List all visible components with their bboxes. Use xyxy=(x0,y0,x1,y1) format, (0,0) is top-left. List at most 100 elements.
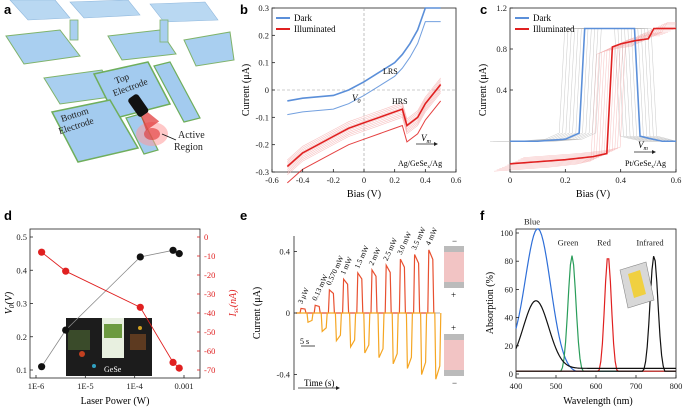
illuminated-trace xyxy=(287,92,441,175)
svg-text:+: + xyxy=(451,290,456,300)
v0-point xyxy=(169,246,177,254)
xtick-b: -0.4 xyxy=(296,175,310,185)
series-return-dark xyxy=(287,21,441,116)
series-label-blue: Blue xyxy=(524,216,540,226)
illuminated-trace xyxy=(287,87,441,171)
ytick-f: 100 xyxy=(500,228,513,238)
device-3d-icon xyxy=(619,261,655,309)
svg-text:−: − xyxy=(452,378,457,388)
hrs-label: HRS xyxy=(392,97,408,106)
ytick-f: 20 xyxy=(505,341,514,351)
illuminated-trace xyxy=(287,90,441,174)
inset-gese-label: GeSe xyxy=(104,365,122,374)
v0-point xyxy=(136,253,144,261)
illuminated-trace xyxy=(287,81,441,164)
xtick-b: -0.2 xyxy=(327,175,340,185)
series-line-dark xyxy=(287,7,441,102)
ytick-f: 60 xyxy=(505,284,514,294)
xtick-d: 1E-5 xyxy=(77,381,94,391)
device-schematic xyxy=(5,0,235,163)
xtick-d: 1E-6 xyxy=(28,381,45,391)
xtick-d: 1E-4 xyxy=(126,381,143,391)
ytick-d-right: -40 xyxy=(204,308,215,318)
ylabel-c: Current (μA) xyxy=(478,64,489,116)
ytick-d-right: -30 xyxy=(204,289,215,299)
panel-b: b -0.6 -0.4 -0.2 0 0.2 0.4 0.6 -0.3 -0.2 -0.1 0 0.1… xyxy=(240,2,461,200)
series-line-dark xyxy=(510,27,676,143)
ytick-c: 0.8 xyxy=(496,44,507,54)
ytick-c: 0.4 xyxy=(496,85,507,95)
xtick-f: 800 xyxy=(670,381,683,391)
lrs-label: LRS xyxy=(383,67,398,76)
ytick-d-left: 0.1 xyxy=(16,365,27,375)
power-label: 4 mW xyxy=(423,225,439,246)
legend-dark-b: Dark xyxy=(294,13,312,23)
ytick-d-left: 0.2 xyxy=(16,332,27,342)
isc-point xyxy=(136,303,144,311)
ylabel-d-right: Isc(nA) xyxy=(228,289,240,318)
xtick-c: 0.4 xyxy=(615,175,626,185)
xtick-b: -0.6 xyxy=(265,175,278,185)
xlabel-d: Laser Power (W) xyxy=(81,396,150,407)
isc-point xyxy=(169,358,177,366)
ytick-b: 0.3 xyxy=(258,3,269,13)
ytick-e: -0.4 xyxy=(277,370,291,380)
series-label-green: Green xyxy=(558,238,580,248)
panel-e-label: e xyxy=(240,208,247,223)
ylabel-d-left: V0(V) xyxy=(4,291,16,314)
ylabel-b: Current (μA) xyxy=(241,64,252,116)
legend-illuminated-b: Illuminated xyxy=(294,24,336,34)
ytick-d-left: 0.3 xyxy=(16,299,27,309)
ytick-f: 0 xyxy=(509,369,513,379)
series-return-illuminated xyxy=(287,100,442,184)
panel-e: e 3 μW0.13 mW0.570 mW1 mW1.5 mW2 mW2.5 m… xyxy=(240,208,464,390)
ytick-d-left: 0.4 xyxy=(16,265,27,275)
xtick-c: 0.6 xyxy=(671,175,682,185)
ylabel-e: Current (μA) xyxy=(252,287,263,339)
photocurrent-negative-trace xyxy=(296,312,442,380)
ytick-d-right: -20 xyxy=(204,270,215,280)
device-label-c: Pt/GeSex/Ag xyxy=(625,159,666,170)
xtick-f: 500 xyxy=(550,381,563,391)
panel-f: f Blue Green Red Infrared 400 500 600 700 800 0 2… xyxy=(480,208,682,407)
ytick-d-right: 0 xyxy=(204,232,208,242)
ytick-d-right: -50 xyxy=(204,327,215,337)
isc-point xyxy=(175,364,183,372)
panel-c-label: c xyxy=(480,2,487,17)
filament-schematic-positive: − + xyxy=(444,236,464,300)
power-label: 1.5 mW xyxy=(352,243,371,270)
xtick-d: 0.001 xyxy=(174,381,193,391)
panel-d: d GeSe 1E-6 1E-5 1E-4 0.001 0.1 0.2 0.3 0.4 0.5 0… xyxy=(4,208,240,407)
illuminated-trace xyxy=(287,79,441,162)
ytick-d-right: -60 xyxy=(204,346,215,356)
xtick-b: 0.2 xyxy=(389,175,400,185)
illuminated-trace xyxy=(523,22,676,158)
ytick-b: 0.2 xyxy=(258,30,269,40)
ytick-b: 0 xyxy=(265,85,269,95)
ytick-b: -0.3 xyxy=(256,167,269,177)
device-label-b: Ag/GeSex/Ag xyxy=(398,159,442,170)
isc-point xyxy=(38,248,46,256)
panel-a-label: a xyxy=(4,2,12,17)
filament-schematic-negative: + − xyxy=(444,323,464,388)
gese-device-photo xyxy=(66,318,152,376)
svg-text:+: + xyxy=(451,323,456,333)
dark-trace xyxy=(526,28,677,142)
series-label-infrared: Infrared xyxy=(636,238,664,248)
xlabel-b: Bias (V) xyxy=(347,189,381,200)
series-line-infrared xyxy=(516,255,676,372)
panel-f-label: f xyxy=(480,208,485,223)
xtick-b: 0 xyxy=(362,175,366,185)
panel-b-label: b xyxy=(240,2,248,17)
xlabel-c: Bias (V) xyxy=(576,189,610,200)
power-label: 3 μW xyxy=(296,285,312,305)
v0-label-b: V0 xyxy=(352,93,361,105)
panel-c: c 0 0.2 0.4 0.6 0.4 0.8 1.2 Dark Illuminated V… xyxy=(478,2,681,200)
ytick-d-right: -10 xyxy=(204,251,215,261)
xtick-f: 600 xyxy=(590,381,603,391)
ytick-f: 80 xyxy=(505,256,514,266)
ytick-f: 40 xyxy=(505,313,514,323)
illuminated-trace xyxy=(287,82,441,166)
ytick-b: -0.2 xyxy=(256,140,269,150)
